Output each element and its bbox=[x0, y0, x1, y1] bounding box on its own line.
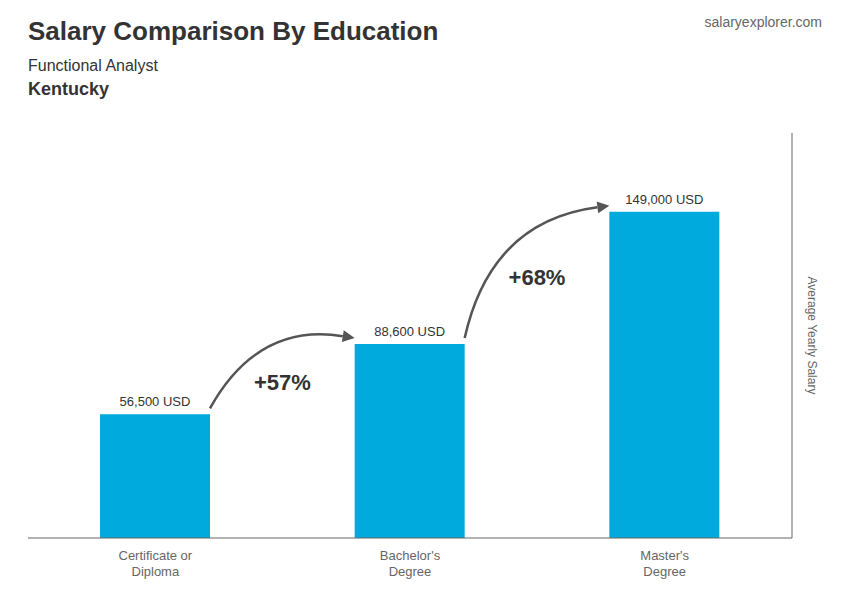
html-text:salaryexplorer.com: salaryexplorer.com bbox=[704, 14, 822, 30]
html-text:Kentucky: Kentucky bbox=[28, 79, 109, 99]
html-text:Salary Comparison By Education: Salary Comparison By Education bbox=[28, 16, 439, 46]
svg-text:56,500 USD: 56,500 USD bbox=[120, 394, 191, 409]
svg-text:Average Yearly Salary: Average Yearly Salary bbox=[805, 277, 819, 395]
svg-text:149,000 USD: 149,000 USD bbox=[625, 192, 703, 207]
svg-text:Certificate orDiploma: Certificate orDiploma bbox=[118, 548, 192, 579]
html-text:Functional Analyst: Functional Analyst bbox=[28, 57, 158, 74]
svg-text:+57%: +57% bbox=[254, 370, 311, 395]
svg-text:Master'sDegree: Master'sDegree bbox=[640, 548, 689, 579]
svg-text:Bachelor'sDegree: Bachelor'sDegree bbox=[380, 548, 441, 579]
svg-text:88,600 USD: 88,600 USD bbox=[374, 324, 445, 339]
svg-text:+68%: +68% bbox=[509, 265, 566, 290]
